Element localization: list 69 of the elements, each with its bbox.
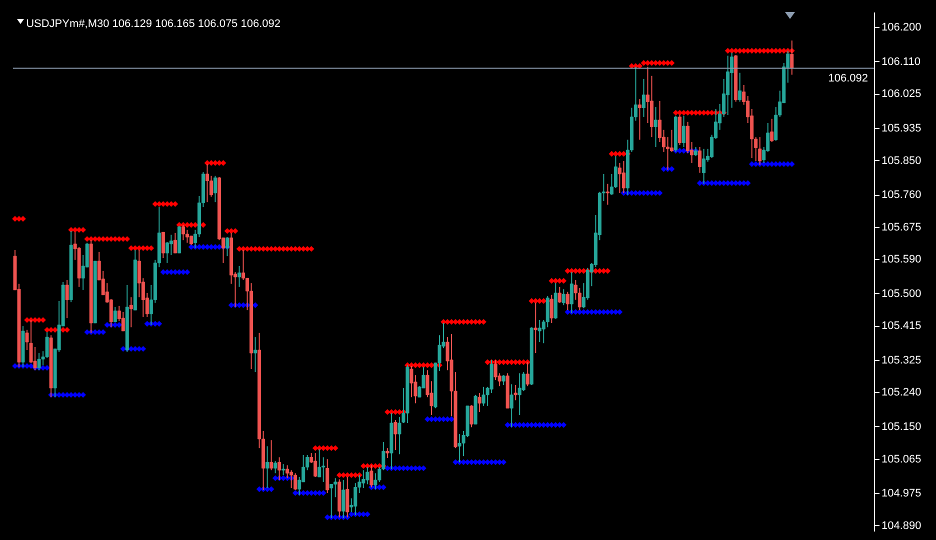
candlestick	[326, 458, 330, 494]
candlestick	[274, 460, 278, 474]
candlestick	[694, 146, 698, 157]
candlestick	[213, 175, 217, 203]
candlestick	[113, 306, 117, 322]
candlestick	[654, 106, 658, 148]
candlestick	[386, 448, 390, 458]
candlestick	[185, 229, 189, 244]
candlestick	[470, 404, 474, 428]
candlestick	[726, 55, 730, 116]
candlestick	[638, 98, 642, 140]
candlestick	[129, 296, 133, 328]
candlestick	[65, 280, 69, 319]
y-tick-label: 104.975	[882, 487, 922, 500]
y-tick-label: 105.935	[882, 122, 922, 134]
candlestick	[758, 136, 762, 166]
candlestick	[550, 294, 554, 324]
candlestick	[270, 440, 274, 471]
candlestick	[294, 472, 298, 490]
y-tick-label: 106.200	[882, 22, 922, 34]
candlestick	[394, 419, 398, 451]
candlestick	[478, 392, 482, 412]
y-tick-label: 105.850	[882, 154, 922, 167]
y-tick-label: 105.415	[882, 320, 922, 332]
candlestick	[161, 232, 165, 258]
candlestick	[173, 232, 177, 254]
ref-line-label: 106.092	[828, 72, 868, 84]
candlestick	[606, 183, 610, 206]
candlestick	[254, 336, 258, 373]
candlestick	[238, 265, 242, 288]
candlestick	[169, 234, 173, 256]
y-tick-label: 106.110	[882, 56, 920, 68]
text: USDJPYm#,M30 106.129 106.165 106.075 106.092	[26, 18, 281, 30]
candlestick	[642, 78, 646, 118]
candlestick	[314, 452, 318, 478]
candlestick	[770, 118, 774, 143]
candlestick	[698, 146, 702, 174]
candlestick	[738, 72, 742, 102]
candlestick	[618, 162, 622, 194]
candlestick	[354, 482, 358, 516]
y-tick-label: 105.590	[882, 254, 922, 266]
y-tick-label: 105.325	[882, 354, 922, 366]
candlestick	[514, 384, 518, 401]
candlestick	[362, 470, 366, 489]
candlestick	[209, 175, 213, 198]
candlestick	[334, 478, 338, 498]
candlestick	[518, 372, 522, 416]
candlestick	[522, 372, 526, 392]
y-tick-label: 105.240	[882, 386, 922, 399]
y-tick-label: 105.500	[882, 288, 922, 300]
candlestick	[538, 319, 542, 343]
candlestick	[181, 224, 185, 241]
candlestick	[330, 484, 334, 519]
candlestick	[558, 286, 562, 304]
y-tick-label: 105.760	[882, 189, 922, 202]
y-tick-label: 106.025	[882, 88, 922, 100]
candlestick	[278, 456, 282, 481]
y-tick-label: 105.065	[882, 453, 922, 466]
candlestick	[226, 236, 229, 257]
candlestick	[121, 311, 125, 332]
y-tick-label: 104.890	[882, 520, 922, 532]
y-tick-label: 105.150	[882, 420, 922, 433]
candlestick	[342, 480, 346, 519]
candlestick	[546, 296, 550, 328]
candlestick	[562, 288, 566, 306]
candlestick	[482, 386, 486, 406]
candlestick	[502, 374, 506, 386]
y-tick-label: 105.675	[882, 221, 922, 234]
candlestick	[702, 148, 706, 184]
